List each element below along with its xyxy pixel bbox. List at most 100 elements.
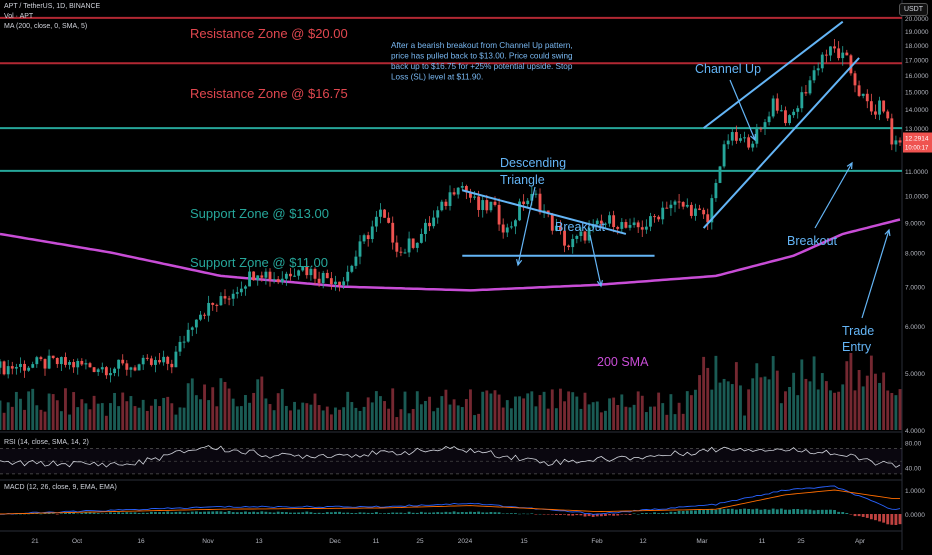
macd-histogram-bar — [366, 512, 370, 514]
macd-histogram-bar — [174, 511, 178, 514]
macd-histogram-bar — [260, 511, 264, 514]
candle-body — [796, 108, 800, 112]
macd-histogram-bar — [714, 509, 718, 514]
sma-legend[interactable]: MA (200, close, 0, SMA, 5) — [4, 23, 88, 30]
candle-body — [505, 227, 509, 233]
macd-histogram-bar — [800, 509, 804, 514]
volume-bar — [199, 399, 202, 430]
candle-body — [239, 288, 243, 293]
candle-body — [673, 201, 677, 205]
currency-button[interactable]: USDT — [898, 3, 928, 16]
macd-histogram-bar — [710, 508, 714, 514]
macd-histogram-bar — [874, 514, 877, 521]
volume-bar — [407, 413, 411, 430]
macd-histogram-bar — [616, 514, 620, 516]
macd-histogram-bar — [407, 511, 411, 514]
candle-body — [39, 357, 43, 360]
macd-histogram-bar — [784, 509, 787, 514]
descending-triangle-arrow — [517, 186, 536, 266]
candle-body — [141, 357, 145, 365]
candle-body — [325, 272, 329, 279]
macd-line — [0, 485, 901, 515]
candle-body — [644, 226, 648, 230]
macd-histogram-bar — [432, 512, 436, 514]
macd-histogram-bar — [199, 511, 202, 514]
candle-body — [264, 271, 268, 278]
macd-histogram-bar — [853, 514, 857, 517]
macd-histogram-bar — [362, 512, 366, 514]
macd-histogram-bar — [354, 513, 358, 514]
volume-bar — [894, 395, 898, 430]
macd-histogram-bar — [154, 511, 157, 514]
volume-bar — [358, 410, 362, 430]
volume-bar — [518, 396, 521, 430]
macd-histogram-bar — [121, 512, 125, 514]
candle-body — [272, 279, 276, 281]
volume-bar — [174, 414, 178, 430]
candle-body — [514, 220, 517, 227]
candle-body — [207, 302, 211, 316]
macd-histogram-bar — [342, 512, 346, 514]
macd-histogram-bar — [137, 512, 141, 514]
candle-body — [460, 186, 464, 188]
volume-bar — [743, 415, 746, 430]
volume-bar — [35, 405, 39, 430]
volume-bar — [387, 408, 391, 430]
candle-body — [317, 278, 321, 284]
volume-bar — [149, 405, 153, 430]
macd-histogram-bar — [824, 509, 828, 514]
volume-bar — [534, 406, 538, 430]
volume-bar — [72, 392, 76, 430]
volume-bar — [661, 403, 665, 430]
support-11-label: Support Zone @ $11.00 — [190, 255, 328, 270]
candle-body — [178, 341, 182, 352]
candle-body — [456, 187, 460, 195]
volume-legend[interactable]: Vol · APT — [4, 13, 34, 20]
sma-200-line — [0, 218, 901, 292]
macd-histogram-bar — [792, 509, 796, 514]
macd-histogram-bar — [84, 512, 88, 514]
macd-histogram-bar — [685, 510, 689, 514]
macd-histogram-bar — [755, 508, 759, 514]
macd-histogram-bar — [865, 514, 869, 518]
candle-body — [350, 265, 354, 272]
candle-body — [714, 182, 718, 199]
macd-histogram-bar — [14, 513, 18, 515]
volume-bar — [546, 408, 550, 430]
volume-bar — [125, 401, 129, 430]
macd-histogram-bar — [23, 513, 26, 515]
candle-body — [665, 207, 669, 209]
volume-bar — [698, 375, 701, 430]
candle-body — [366, 235, 370, 240]
symbol-legend[interactable]: APT / TetherUS, 1D, BINANCE — [4, 3, 101, 10]
volume-bar — [800, 359, 804, 430]
candle-body — [473, 196, 476, 198]
analysis-note-line: After a bearish breakout from Channel Up… — [391, 41, 573, 50]
macd-legend[interactable]: MACD (12, 26, close, 9, EMA, EMA) — [4, 484, 117, 491]
candle-body — [399, 251, 403, 253]
candle-body — [256, 275, 260, 281]
volume-bar — [239, 406, 243, 430]
candle-body — [763, 122, 767, 129]
volume-bar — [154, 399, 157, 430]
macd-histogram-bar — [489, 512, 493, 514]
macd-histogram-bar — [280, 511, 284, 514]
candle-body — [640, 227, 644, 230]
volume-bar — [849, 353, 853, 430]
time-tick-label: 12 — [639, 538, 647, 545]
volume-bar — [399, 409, 403, 430]
macd-histogram-bar — [861, 514, 865, 517]
candle-body — [174, 351, 178, 368]
breakout-right-arrow — [814, 162, 853, 229]
volume-bar — [227, 388, 231, 430]
volume-bar — [76, 407, 80, 430]
macd-histogram-bar — [583, 514, 587, 517]
volume-bar — [334, 407, 337, 430]
candle-body — [583, 231, 587, 241]
rsi-legend[interactable]: RSI (14, close, SMA, 14, 2) — [4, 439, 89, 446]
volume-bar — [88, 409, 92, 430]
macd-histogram-bar — [76, 513, 80, 515]
candle-body — [289, 273, 292, 277]
candle-body — [730, 132, 734, 141]
